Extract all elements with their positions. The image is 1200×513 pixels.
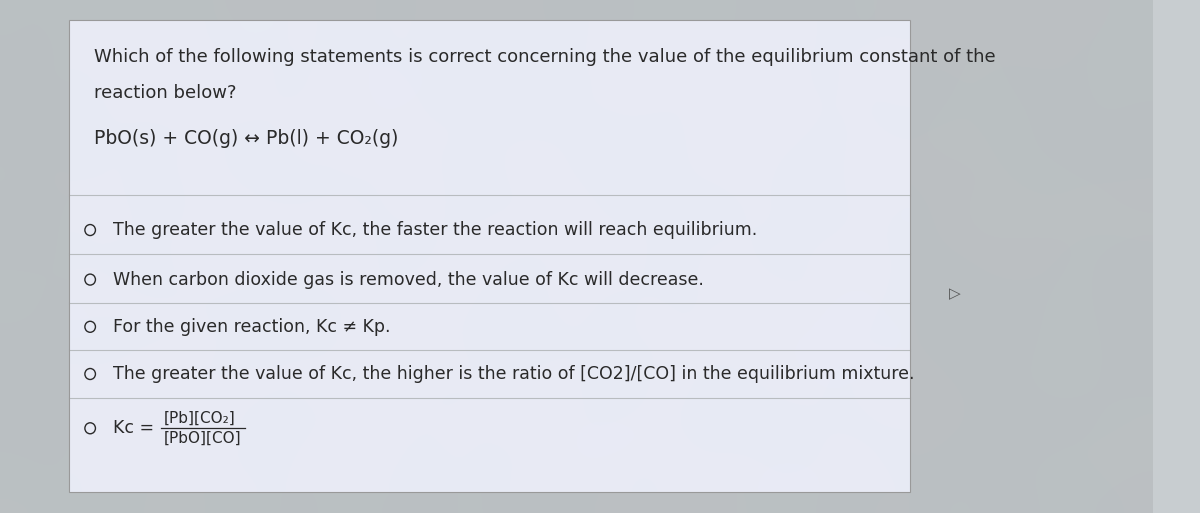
Text: Which of the following statements is correct concerning the value of the equilib: Which of the following statements is cor… — [95, 48, 996, 66]
Text: reaction below?: reaction below? — [95, 84, 236, 102]
Text: The greater the value of Kc, the higher is the ratio of [CO2]/[CO] in the equili: The greater the value of Kc, the higher … — [113, 365, 914, 383]
Bar — [70, 20, 911, 492]
Text: When carbon dioxide gas is removed, the value of Kc will decrease.: When carbon dioxide gas is removed, the … — [113, 270, 703, 289]
Text: For the given reaction, Kc ≠ Kp.: For the given reaction, Kc ≠ Kp. — [113, 318, 390, 336]
Text: Kc =: Kc = — [113, 419, 154, 437]
Text: [PbO][CO]: [PbO][CO] — [163, 431, 241, 446]
Text: ▷: ▷ — [949, 286, 960, 301]
Text: [Pb][CO₂]: [Pb][CO₂] — [163, 411, 235, 426]
Text: PbO(s) + CO(g) ↔ Pb(l) + CO₂(g): PbO(s) + CO(g) ↔ Pb(l) + CO₂(g) — [95, 129, 398, 148]
Text: The greater the value of Kc, the faster the reaction will reach equilibrium.: The greater the value of Kc, the faster … — [113, 221, 757, 239]
